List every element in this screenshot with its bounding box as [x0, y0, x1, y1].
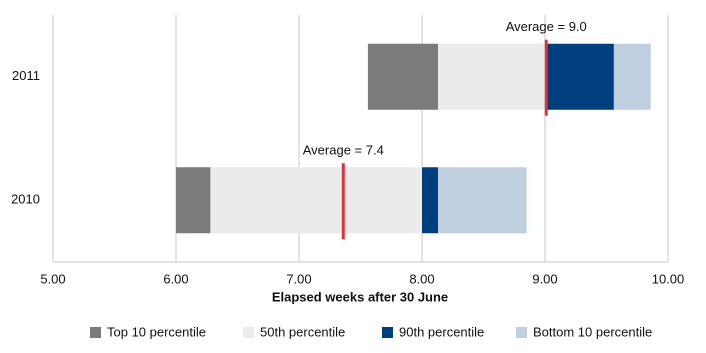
x-tick-label: 10.00: [652, 271, 685, 286]
annotation-label: Average = 7.4: [303, 143, 384, 158]
annotation-label: Average = 9.0: [506, 19, 587, 34]
legend-label: Bottom 10 percentile: [533, 324, 652, 339]
x-tick-label: 9.00: [532, 271, 557, 286]
legend-label: 50th percentile: [260, 324, 345, 339]
legend-swatch: [243, 327, 254, 338]
bar-segment: [547, 43, 614, 110]
legend-label: 90th percentile: [399, 324, 484, 339]
legend-swatch: [90, 327, 101, 338]
legend-swatch: [516, 327, 527, 338]
bar-segment: [176, 167, 211, 234]
x-tick-label: 7.00: [286, 271, 311, 286]
bar-segment: [613, 43, 651, 110]
x-axis-label: Elapsed weeks after 30 June: [272, 289, 448, 304]
bar-segment: [367, 43, 438, 110]
legend-swatch: [382, 327, 393, 338]
bar-segment: [437, 43, 548, 110]
x-tick-label: 8.00: [409, 271, 434, 286]
bar-segment: [210, 167, 422, 234]
x-tick-label: 6.00: [163, 271, 188, 286]
y-tick-label: 2010: [11, 192, 40, 207]
x-tick-label: 5.00: [40, 271, 65, 286]
bar-segment: [437, 167, 527, 234]
bar-segment: [422, 167, 438, 234]
y-tick-label: 2011: [12, 68, 40, 83]
legend-label: Top 10 percentile: [107, 324, 206, 339]
